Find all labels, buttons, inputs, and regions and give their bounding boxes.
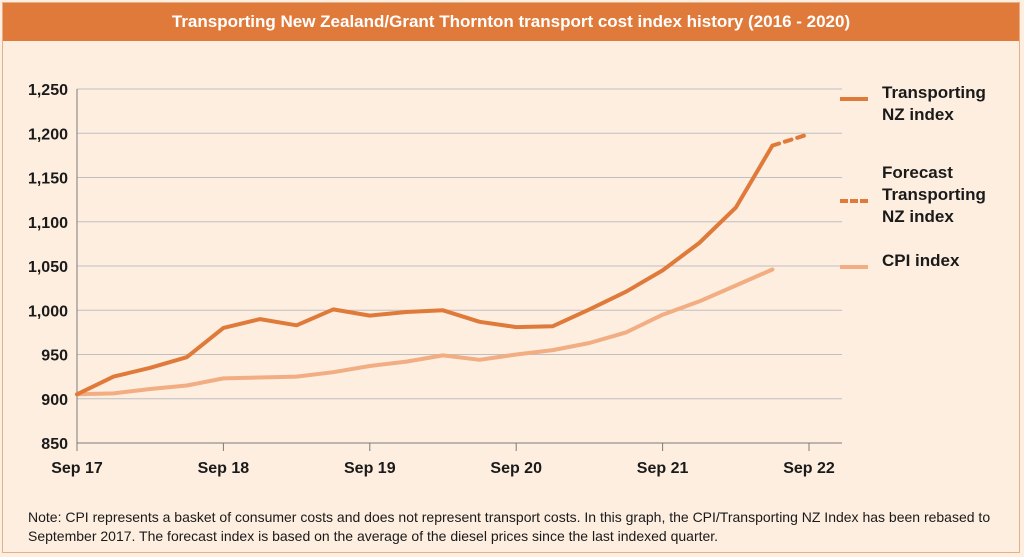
legend-swatch-cpi [840, 265, 868, 269]
x-tick-label: Sep 19 [344, 460, 396, 477]
y-tick-label: 1,100 [28, 215, 68, 232]
legend-swatch-forecast [840, 199, 868, 203]
x-tick-label: Sep 20 [490, 460, 542, 477]
y-tick-label: 1,250 [28, 82, 68, 99]
y-tick-label: 950 [41, 348, 68, 365]
y-tick-label: 1,150 [28, 171, 68, 188]
y-tick-label: 900 [41, 392, 68, 409]
x-tick-label: Sep 17 [51, 460, 103, 477]
x-tick-label: Sep 18 [198, 460, 250, 477]
series-line-cpi [75, 267, 775, 397]
legend-swatch-transporting-nz [840, 97, 868, 101]
y-tick-label: 1,050 [28, 259, 68, 276]
y-tick-label: 1,200 [28, 126, 68, 143]
chart-note: Note: CPI represents a basket of consume… [28, 509, 991, 544]
y-tick-label: 1,000 [28, 303, 68, 320]
series-line-transporting-nz [75, 143, 775, 397]
x-tick-label: Sep 22 [783, 460, 835, 477]
x-tick-label: Sep 21 [637, 460, 689, 477]
legend-item-forecast: Forecast Transporting NZ index [840, 162, 1022, 228]
chart-title: Transporting New Zealand/Grant Thornton … [3, 3, 1019, 41]
y-tick-label: 850 [41, 436, 68, 453]
series-line-forecast [770, 132, 811, 148]
legend-label-forecast: Forecast Transporting NZ index [882, 163, 986, 226]
legend-label-cpi: CPI index [882, 251, 960, 270]
legend-item-cpi: CPI index [840, 250, 1022, 272]
legend-label-transporting-nz: Transporting NZ index [882, 83, 986, 124]
legend-item-transporting-nz: Transporting NZ index [840, 82, 1022, 126]
